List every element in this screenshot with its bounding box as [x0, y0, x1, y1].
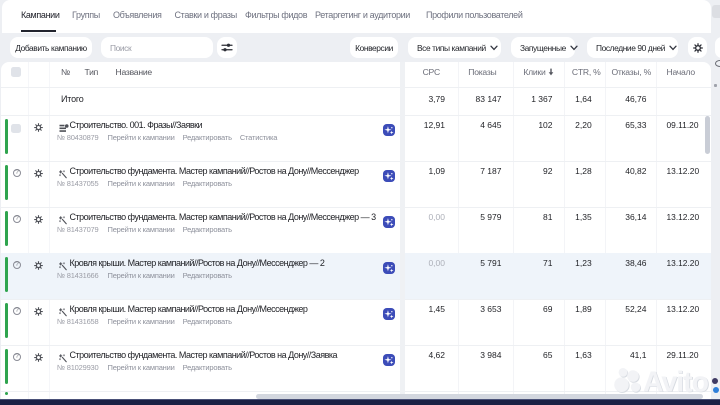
svg-text:Avito: Avito — [643, 366, 709, 398]
svg-text:Avito: Avito — [644, 367, 710, 399]
